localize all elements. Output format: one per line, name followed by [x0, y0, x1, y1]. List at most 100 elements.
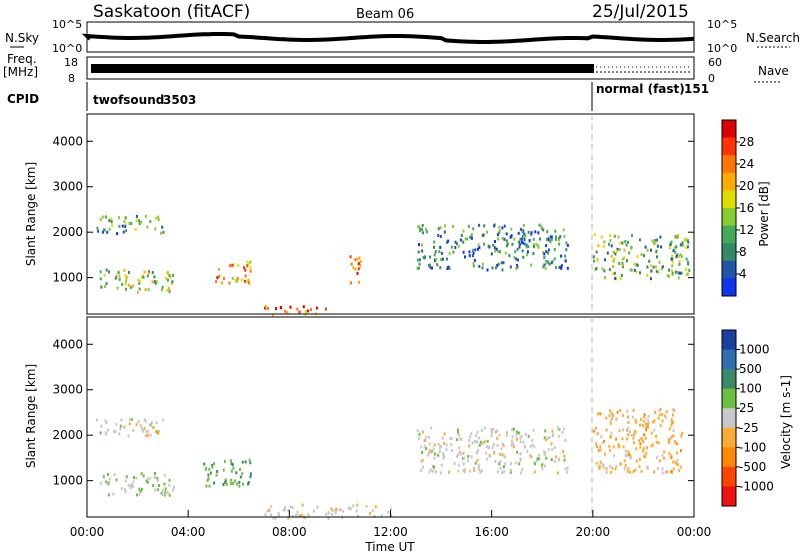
- echo-cell: [490, 434, 493, 438]
- colorbar-swatch: [722, 278, 736, 297]
- echo-cell: [105, 268, 108, 272]
- echo-cell: [674, 461, 677, 464]
- echo-cell: [139, 424, 142, 428]
- echo-cell: [671, 273, 674, 277]
- echo-cell: [124, 479, 127, 483]
- echo-cell: [123, 268, 126, 272]
- echo-cell: [657, 441, 660, 445]
- echo-cell: [96, 226, 99, 230]
- echo-cell: [671, 260, 674, 264]
- echo-cell: [658, 459, 661, 463]
- echo-cell: [143, 418, 146, 422]
- echo-cell: [525, 243, 528, 247]
- echo-cell: [516, 450, 519, 454]
- echo-cell: [481, 262, 484, 266]
- echo-cell: [138, 279, 141, 283]
- echo-cell: [519, 457, 522, 461]
- echo-cell: [138, 287, 141, 291]
- echo-cell: [462, 451, 465, 455]
- colorbar-tick-label: 12: [739, 223, 754, 237]
- echo-cell: [420, 459, 423, 463]
- echo-cell: [155, 421, 158, 425]
- echo-cell: [155, 216, 157, 220]
- echo-cell: [545, 456, 548, 460]
- echo-cell: [124, 225, 127, 228]
- echo-cell: [543, 263, 546, 267]
- echo-cell: [347, 506, 350, 510]
- echo-cell: [204, 466, 207, 470]
- echo-cell: [622, 263, 625, 267]
- echo-cell: [618, 445, 621, 449]
- echo-cell: [104, 285, 107, 289]
- echo-cell: [557, 428, 560, 432]
- echo-cell: [246, 264, 249, 268]
- echo-cell: [544, 451, 547, 455]
- echo-cell: [472, 227, 475, 231]
- echo-cell: [494, 249, 497, 253]
- echo-cell: [654, 411, 657, 414]
- echo-cell: [435, 257, 438, 261]
- echo-cell: [228, 264, 231, 268]
- echo-cell: [634, 430, 637, 434]
- echo-cell: [621, 265, 624, 269]
- echo-cell: [519, 436, 522, 440]
- echo-cell: [244, 268, 247, 272]
- echo-cell: [264, 305, 267, 308]
- echo-cell: [653, 419, 656, 423]
- echo-cell: [168, 493, 171, 497]
- echo-cell: [565, 241, 568, 245]
- echo-cell: [476, 430, 479, 434]
- echo-cell: [302, 305, 305, 309]
- echo-cell: [416, 429, 419, 432]
- echo-cell: [687, 240, 690, 244]
- echo-cell: [467, 454, 470, 458]
- echo-cell: [457, 433, 460, 437]
- echo-cell: [164, 492, 167, 496]
- echo-cell: [421, 227, 423, 231]
- echo-cell: [536, 457, 539, 461]
- echo-cell: [244, 274, 247, 278]
- echo-cell: [439, 258, 442, 261]
- echo-cell: [418, 258, 421, 262]
- echo-cell: [447, 266, 449, 269]
- echo-cell: [613, 454, 615, 458]
- echo-cell: [138, 487, 141, 491]
- echo-cell: [674, 270, 677, 274]
- echo-cell: [512, 427, 515, 431]
- colorbar-swatch: [722, 486, 736, 507]
- echo-cell: [438, 449, 441, 453]
- echo-cell: [530, 263, 533, 267]
- echo-cell: [231, 263, 234, 267]
- echo-cell: [124, 279, 127, 283]
- echo-cell: [650, 248, 652, 252]
- echo-cell: [417, 250, 420, 254]
- echo-cell: [299, 514, 302, 518]
- echo-cell: [146, 480, 149, 484]
- echo-cell: [115, 422, 118, 426]
- echo-cell: [138, 281, 141, 285]
- echo-cell: [493, 246, 496, 250]
- echo-cell: [207, 473, 210, 477]
- echo-cell: [467, 224, 470, 228]
- echo-cell: [645, 422, 648, 426]
- echo-cell: [439, 235, 442, 238]
- echo-cell: [623, 459, 626, 463]
- echo-cell: [490, 427, 493, 431]
- echo-cell: [421, 223, 424, 227]
- cpid-segment-2-name: normal (fast): [596, 82, 685, 96]
- echo-cell: [620, 274, 623, 277]
- echo-cell: [457, 244, 460, 248]
- echo-cell: [610, 254, 613, 258]
- echo-cell: [154, 488, 157, 492]
- echo-cell: [429, 468, 432, 472]
- echo-cell: [244, 460, 247, 464]
- echo-cell: [618, 429, 621, 433]
- echo-cell: [558, 242, 561, 246]
- echo-cell: [555, 266, 557, 269]
- echo-cell: [671, 408, 674, 412]
- echo-cell: [639, 238, 641, 242]
- echo-cell: [675, 236, 678, 240]
- echo-cell: [650, 431, 653, 435]
- echo-cell: [107, 493, 110, 497]
- echo-cell: [118, 277, 121, 281]
